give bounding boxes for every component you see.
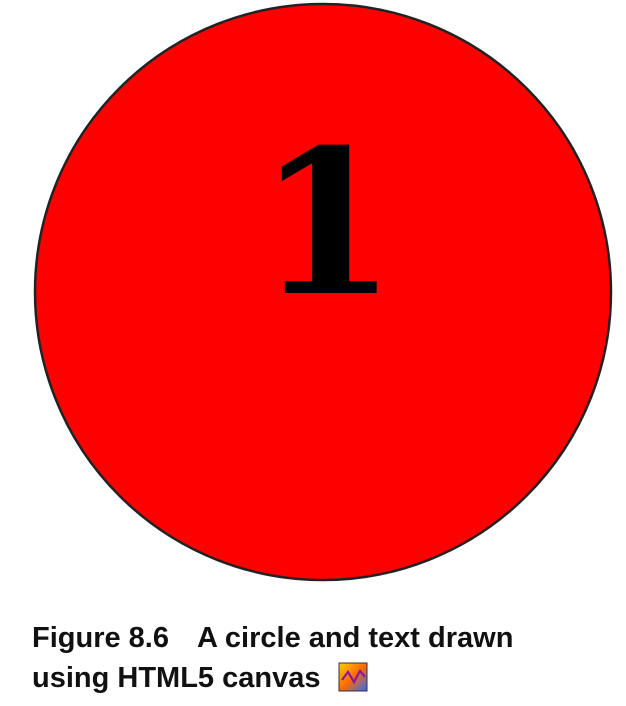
circle-number: 1: [257, 106, 396, 341]
caption-line-1: A circle and text drawn: [197, 622, 514, 654]
red-circle: [33, 2, 613, 582]
color-chart-icon[interactable]: [338, 662, 368, 692]
canvas-drawing: 1: [33, 2, 613, 582]
figure-label: Figure 8.6: [32, 622, 169, 654]
caption-line-2: using HTML5 canvas: [32, 662, 321, 694]
figure-caption: Figure 8.6 A circle and text drawn using …: [32, 618, 612, 698]
